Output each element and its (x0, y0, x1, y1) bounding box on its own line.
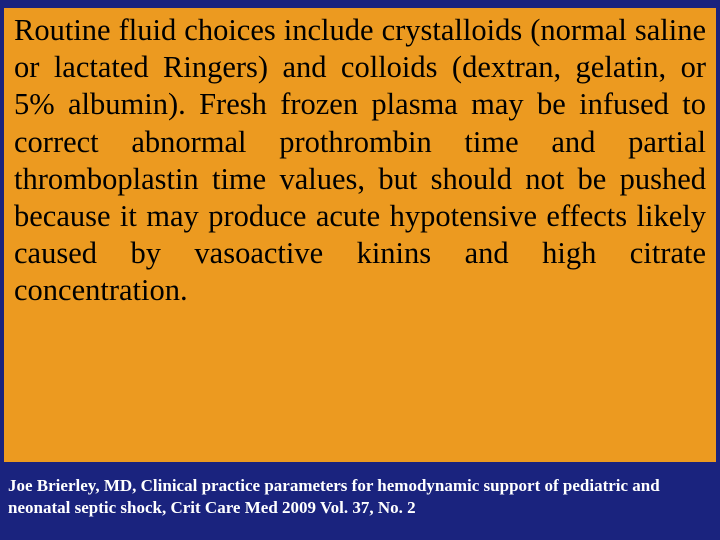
main-content-box: Routine fluid choices include crystalloi… (4, 8, 716, 462)
citation-text: Joe Brierley, MD, Clinical practice para… (4, 475, 716, 519)
main-paragraph: Routine fluid choices include crystalloi… (14, 12, 706, 310)
slide: Routine fluid choices include crystalloi… (0, 0, 720, 540)
